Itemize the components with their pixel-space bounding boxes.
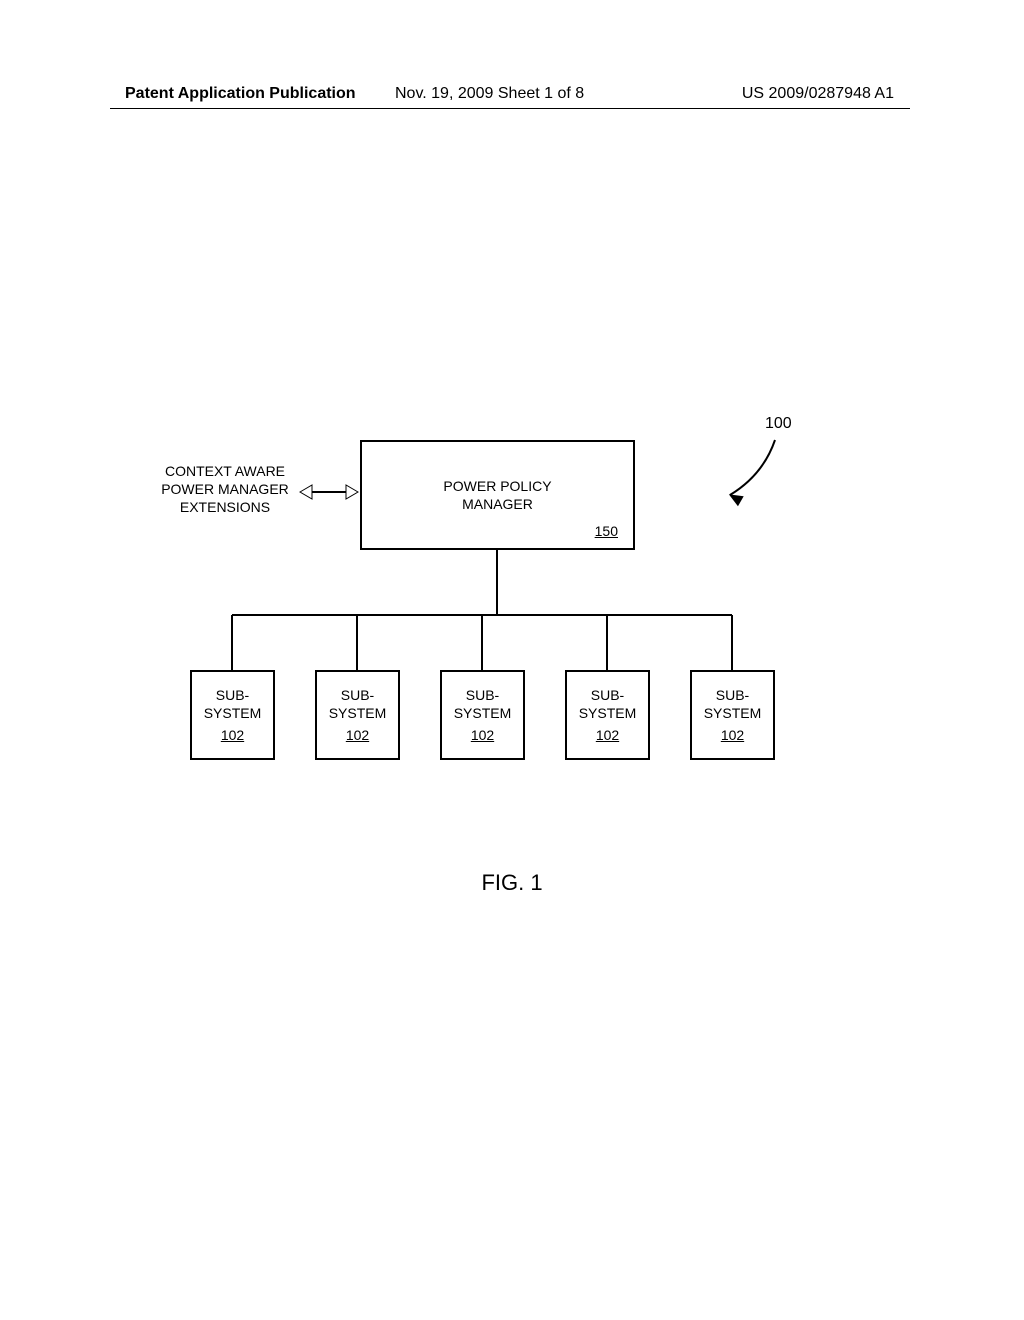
subsystem-5-line1: SUB- [716,686,749,704]
subsystem-box-5: SUB- SYSTEM 102 [690,670,775,760]
subsystem-1-ref: 102 [221,726,244,744]
subsystem-5-ref: 102 [721,726,744,744]
figure-label: FIG. 1 [0,870,1024,896]
subsystem-4-line1: SUB- [591,686,624,704]
subsystem-1-line2: SYSTEM [204,704,262,722]
header-center: Nov. 19, 2009 Sheet 1 of 8 [395,85,584,103]
subsystem-box-4: SUB- SYSTEM 102 [565,670,650,760]
subsystem-2-ref: 102 [346,726,369,744]
subsystem-box-3: SUB- SYSTEM 102 [440,670,525,760]
subsystem-4-ref: 102 [596,726,619,744]
page-header: Patent Application Publication Nov. 19, … [0,85,1024,103]
extensions-label: CONTEXT AWARE POWER MANAGER EXTENSIONS [155,462,295,517]
subsystem-2-line1: SUB- [341,686,374,704]
extensions-label-line2: POWER MANAGER [161,481,289,497]
extensions-label-line3: EXTENSIONS [180,499,270,515]
ppm-title-line2: MANAGER [462,496,533,512]
header-right: US 2009/0287948 A1 [742,85,894,103]
subsystem-4-line2: SYSTEM [579,704,637,722]
extensions-label-line1: CONTEXT AWARE [165,463,285,479]
subsystem-2-line2: SYSTEM [329,704,387,722]
ppm-title: POWER POLICY MANAGER [443,477,551,513]
subsystem-box-2: SUB- SYSTEM 102 [315,670,400,760]
ref-100-label: 100 [765,415,792,433]
subsystem-5-line2: SYSTEM [704,704,762,722]
header-left: Patent Application Publication [125,85,356,103]
subsystem-3-line2: SYSTEM [454,704,512,722]
figure-1-diagram: CONTEXT AWARE POWER MANAGER EXTENSIONS P… [145,420,885,840]
subsystem-1-line1: SUB- [216,686,249,704]
subsystem-box-1: SUB- SYSTEM 102 [190,670,275,760]
ppm-ref: 150 [595,522,618,540]
power-policy-manager-box: POWER POLICY MANAGER 150 [360,440,635,550]
subsystem-3-ref: 102 [471,726,494,744]
header-rule [110,108,910,109]
ppm-title-line1: POWER POLICY [443,478,551,494]
subsystem-3-line1: SUB- [466,686,499,704]
